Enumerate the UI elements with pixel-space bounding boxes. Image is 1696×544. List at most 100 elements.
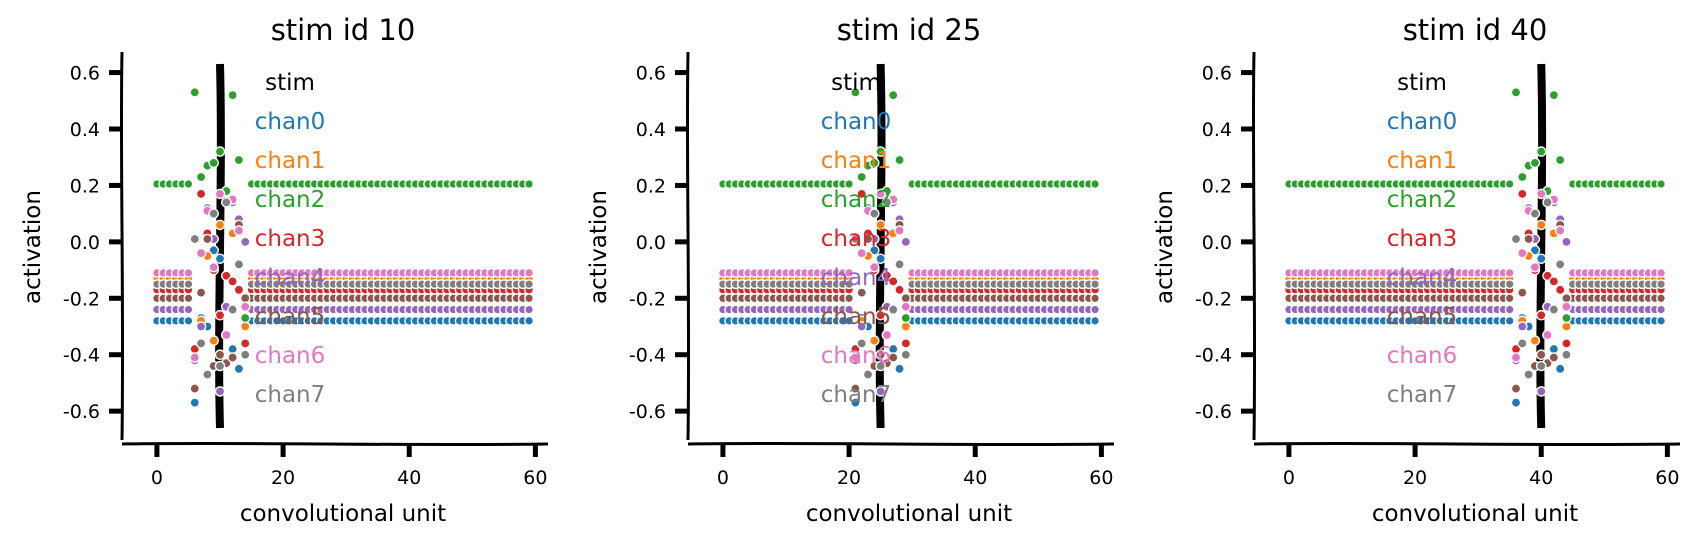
response-point-chan7 (1510, 233, 1522, 245)
response-point-chan5 (1510, 383, 1522, 394)
response-point-chan6 (856, 247, 867, 259)
response-point-chan3 (1561, 338, 1572, 349)
stimulus-line (875, 63, 886, 429)
response-point-chan7 (1529, 208, 1541, 219)
y-tick-label: 0.6 (1202, 63, 1232, 85)
point-chan6 (524, 267, 535, 278)
response-point-chan5 (1523, 233, 1534, 245)
legend-entry-chan1: chan1 (821, 148, 892, 174)
point-chan0 (1090, 315, 1101, 326)
response-point-chan6 (221, 329, 232, 341)
x-tick-label: 20 (271, 467, 295, 489)
response-point-chan2 (887, 89, 899, 101)
response-point-chan3 (875, 309, 886, 321)
response-point-chan2 (1561, 312, 1572, 324)
response-point-chan2 (869, 157, 880, 169)
response-point-chan6 (1510, 352, 1522, 363)
response-point-chan2 (233, 154, 245, 166)
point-chan5 (844, 293, 855, 304)
response-point-chan3 (1548, 276, 1560, 287)
response-point-chan5 (856, 287, 867, 298)
point-chan0 (524, 315, 535, 326)
response-point-chan7 (208, 208, 219, 219)
point-chan4 (1504, 304, 1515, 315)
legend-entry-chan3: chan3 (821, 226, 892, 252)
response-point-chan6 (189, 352, 201, 363)
response-point-chan7 (233, 259, 245, 270)
y-tick-label: 0.2 (636, 175, 666, 197)
legend-entry-chan4: chan4 (821, 265, 892, 291)
response-point-chan7 (1535, 360, 1547, 372)
response-point-chan4 (1517, 321, 1528, 332)
legend-entry-chan3: chan3 (255, 226, 326, 252)
response-point-chan4 (1561, 236, 1572, 248)
response-point-chan5 (862, 233, 874, 245)
legend-entry-chan2: chan2 (821, 187, 892, 213)
response-point-chan7 (1561, 349, 1572, 361)
response-point-chan6 (208, 261, 219, 273)
response-point-chan0 (214, 253, 226, 265)
response-point-chan7 (227, 304, 238, 315)
response-point-chan2 (208, 157, 219, 169)
response-point-chan3 (1535, 309, 1547, 321)
legend-entry-chan6: chan6 (255, 343, 326, 369)
response-point-chan5 (189, 383, 201, 394)
x-axis-label: convolutional unit (240, 501, 446, 527)
x-tick-label: 40 (963, 467, 987, 489)
response-point-chan7 (1517, 338, 1528, 349)
response-point-chan4 (875, 386, 886, 397)
response-point-chan6 (1561, 301, 1572, 313)
panel-title: stim id 40 (1403, 13, 1548, 47)
point-chan0 (1656, 315, 1667, 326)
stimulus-line (215, 63, 225, 429)
response-point-chan7 (900, 349, 912, 361)
y-tick-label: -0.2 (63, 288, 100, 310)
response-point-chan6 (239, 301, 251, 313)
legend-entry-chan2: chan2 (1387, 187, 1458, 213)
response-point-chan7 (862, 369, 874, 380)
scatter-points (717, 87, 1101, 408)
x-tick-label: 0 (151, 467, 163, 489)
response-point-chan7 (869, 208, 880, 219)
response-point-chan3 (894, 284, 905, 296)
response-point-chan6 (1517, 247, 1528, 259)
point-chan5 (1504, 293, 1515, 304)
panel-3: stim id 40 0.6 0.4 0.2 0.0 -0.2 -0.4 -0.6 0 20 40 6… (1152, 13, 1681, 527)
response-point-chan3 (227, 276, 238, 287)
y-tick-label: 0.0 (70, 232, 100, 254)
y-tick-label: 0.6 (636, 63, 666, 85)
y-tick-label: 0.4 (1202, 119, 1232, 141)
x-axis-line (687, 441, 1115, 447)
point-chan5 (183, 293, 194, 304)
response-point-chan7 (881, 197, 893, 208)
response-point-chan0 (875, 253, 886, 265)
legend: stim chan0 chan1 chan2 chan3 chan4 chan5 chan6 c… (255, 70, 326, 408)
legend-entry-chan3: chan3 (1387, 226, 1458, 252)
response-point-chan5 (875, 349, 886, 361)
legend-entry-chan2: chan2 (255, 187, 326, 213)
x-tick-label: 60 (1655, 467, 1679, 489)
point-chan7 (1656, 279, 1667, 290)
point-chan0 (844, 315, 855, 326)
response-point-chan6 (1542, 329, 1553, 341)
point-chan7 (844, 279, 855, 290)
point-chan7 (1504, 279, 1515, 290)
x-axis-label: convolutional unit (1372, 501, 1578, 527)
x-tick-label: 60 (523, 467, 547, 489)
response-point-chan6 (1554, 225, 1566, 236)
response-point-chan2 (1548, 89, 1560, 101)
legend-entry-chan7: chan7 (1387, 382, 1458, 408)
point-chan2 (844, 179, 855, 190)
y-tick-label: 0.4 (70, 119, 100, 141)
point-chan4 (183, 304, 194, 315)
response-point-chan2 (1510, 87, 1522, 98)
x-tick-label: 0 (1283, 467, 1295, 489)
response-point-chan1 (875, 219, 886, 231)
response-point-chan6 (233, 225, 245, 236)
response-point-chan7 (202, 369, 213, 380)
response-point-chan1 (208, 335, 219, 346)
response-point-chan6 (1535, 188, 1547, 200)
y-tick-label: -0.6 (629, 401, 666, 423)
panel-title: stim id 10 (271, 13, 416, 47)
response-point-chan2 (195, 171, 207, 183)
